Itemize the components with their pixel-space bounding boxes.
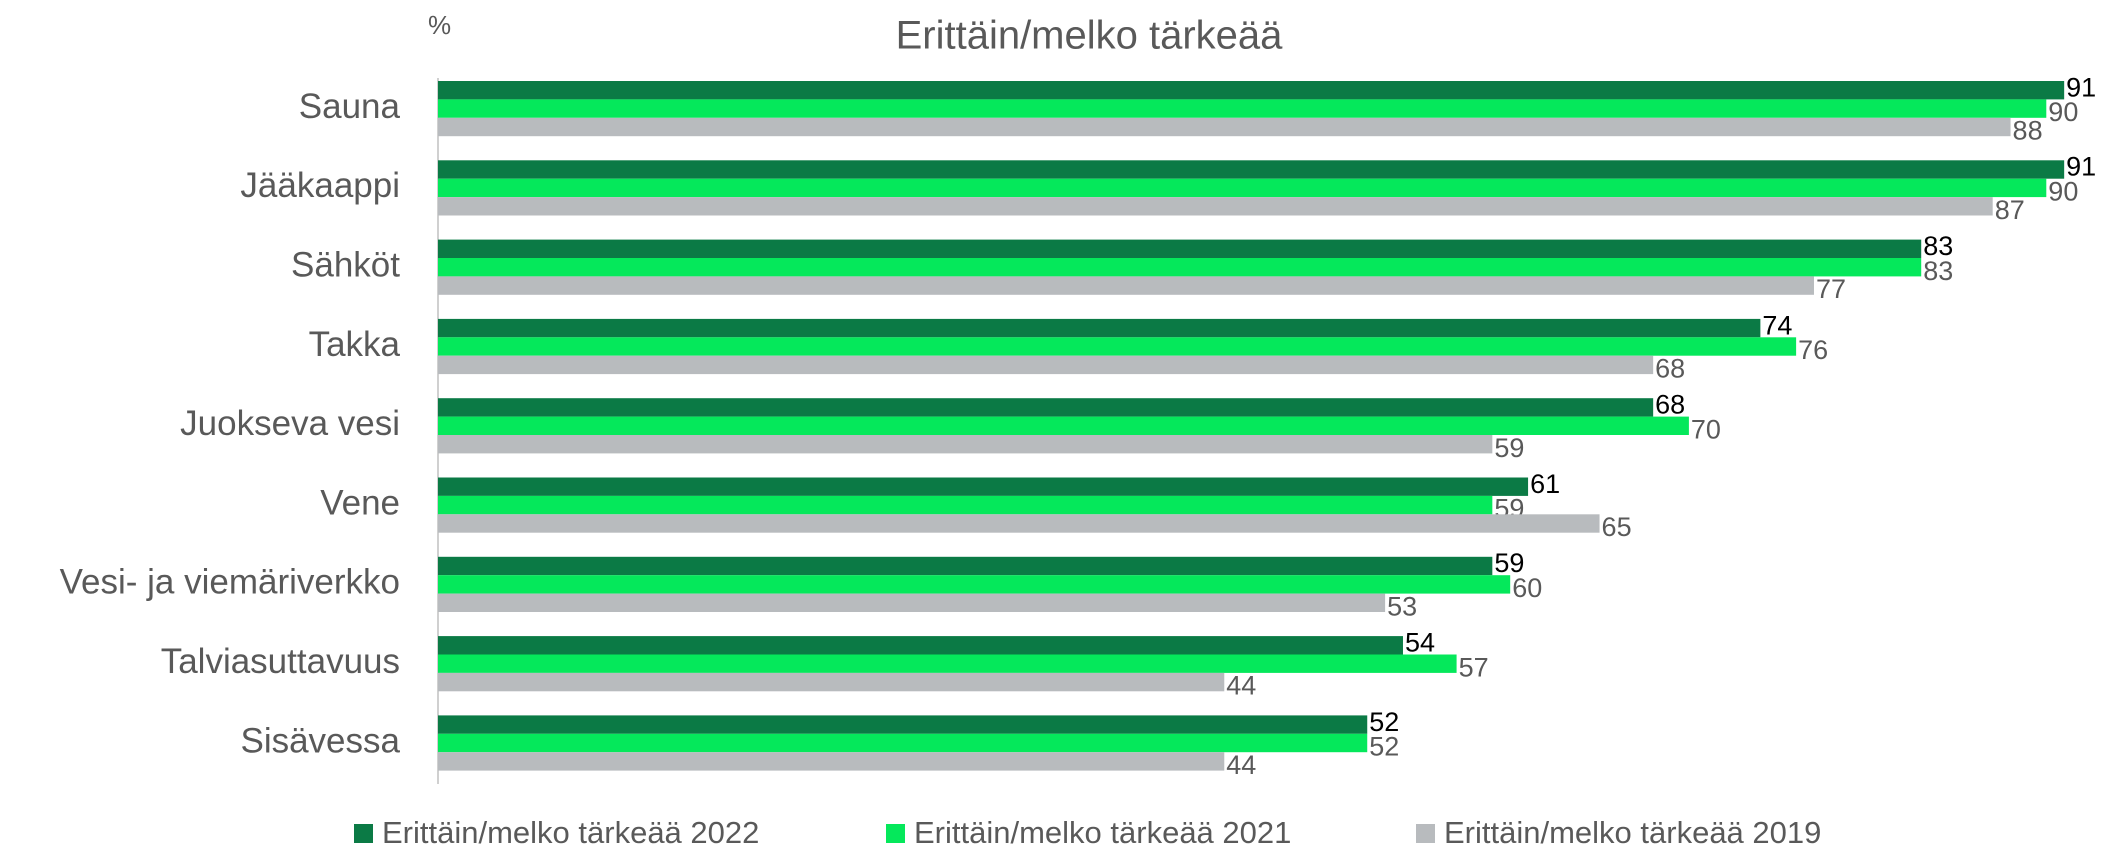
value-label: 54 <box>1405 628 1435 658</box>
category-label: Takka <box>309 325 401 364</box>
bar <box>438 654 1457 673</box>
bar <box>438 514 1600 533</box>
category-label: Sähköt <box>291 245 400 284</box>
value-label: 77 <box>1816 274 1846 304</box>
legend-swatch <box>354 824 373 843</box>
legend-label: Erittäin/melko tärkeää 2022 <box>382 815 759 849</box>
bar <box>438 178 2047 198</box>
value-label: 65 <box>1602 512 1632 542</box>
bar <box>438 752 1225 771</box>
value-label: 76 <box>1798 335 1828 365</box>
bar <box>438 99 2047 118</box>
bar <box>438 672 1225 692</box>
value-label: 91 <box>2066 152 2096 182</box>
value-label: 52 <box>1369 732 1399 762</box>
value-label: 57 <box>1459 652 1489 682</box>
category-label: Talviasuttavuus <box>161 642 400 681</box>
value-label: 90 <box>2048 177 2078 207</box>
bar <box>438 435 1493 454</box>
bar <box>438 81 2065 100</box>
bar <box>438 416 1689 435</box>
bar <box>438 477 1529 496</box>
value-label: 83 <box>1923 256 1953 286</box>
bar <box>438 197 1993 216</box>
bar <box>438 495 1493 515</box>
unit-label: % <box>428 10 451 40</box>
bar <box>438 593 1386 612</box>
bar <box>438 556 1493 576</box>
value-label: 90 <box>2048 97 2078 127</box>
legend-swatch <box>886 824 905 843</box>
value-label: 88 <box>2013 116 2043 146</box>
category-label: Vene <box>320 483 400 522</box>
category-label: Juokseva vesi <box>180 404 400 443</box>
value-label: 60 <box>1512 573 1542 603</box>
value-label: 74 <box>1762 310 1792 340</box>
category-label: Jääkaappi <box>240 166 400 205</box>
bar <box>438 258 1922 277</box>
value-label: 68 <box>1655 390 1685 420</box>
bar <box>438 733 1368 753</box>
bar <box>438 575 1511 594</box>
category-label: Vesi- ja viemäriverkko <box>60 563 400 602</box>
legend-label: Erittäin/melko tärkeää 2019 <box>1444 815 1821 849</box>
value-label: 59 <box>1494 433 1524 463</box>
value-label: 59 <box>1494 548 1524 578</box>
value-label: 83 <box>1923 231 1953 261</box>
value-label: 44 <box>1226 750 1256 780</box>
chart-title: Erittäin/melko tärkeää <box>896 14 1284 58</box>
category-label: Sauna <box>299 87 401 126</box>
value-label: 91 <box>2066 72 2096 102</box>
value-label: 52 <box>1369 707 1399 737</box>
bar <box>438 160 2065 179</box>
bar <box>438 398 1654 417</box>
bar <box>438 239 1922 258</box>
value-label: 70 <box>1691 414 1721 444</box>
legend-label: Erittäin/melko tärkeää 2021 <box>914 815 1291 849</box>
legend-swatch <box>1416 824 1435 843</box>
bar <box>438 337 1797 356</box>
bar <box>438 355 1654 375</box>
bar <box>438 636 1403 655</box>
category-label: Sisävessa <box>240 721 400 760</box>
bar <box>438 318 1761 338</box>
bar <box>438 276 1814 295</box>
bar <box>438 117 2011 137</box>
value-label: 44 <box>1226 671 1256 701</box>
value-label: 87 <box>1995 195 2025 225</box>
bar <box>438 715 1368 734</box>
value-label: 61 <box>1530 469 1560 499</box>
value-label: 53 <box>1387 591 1417 621</box>
value-label: 68 <box>1655 354 1685 384</box>
